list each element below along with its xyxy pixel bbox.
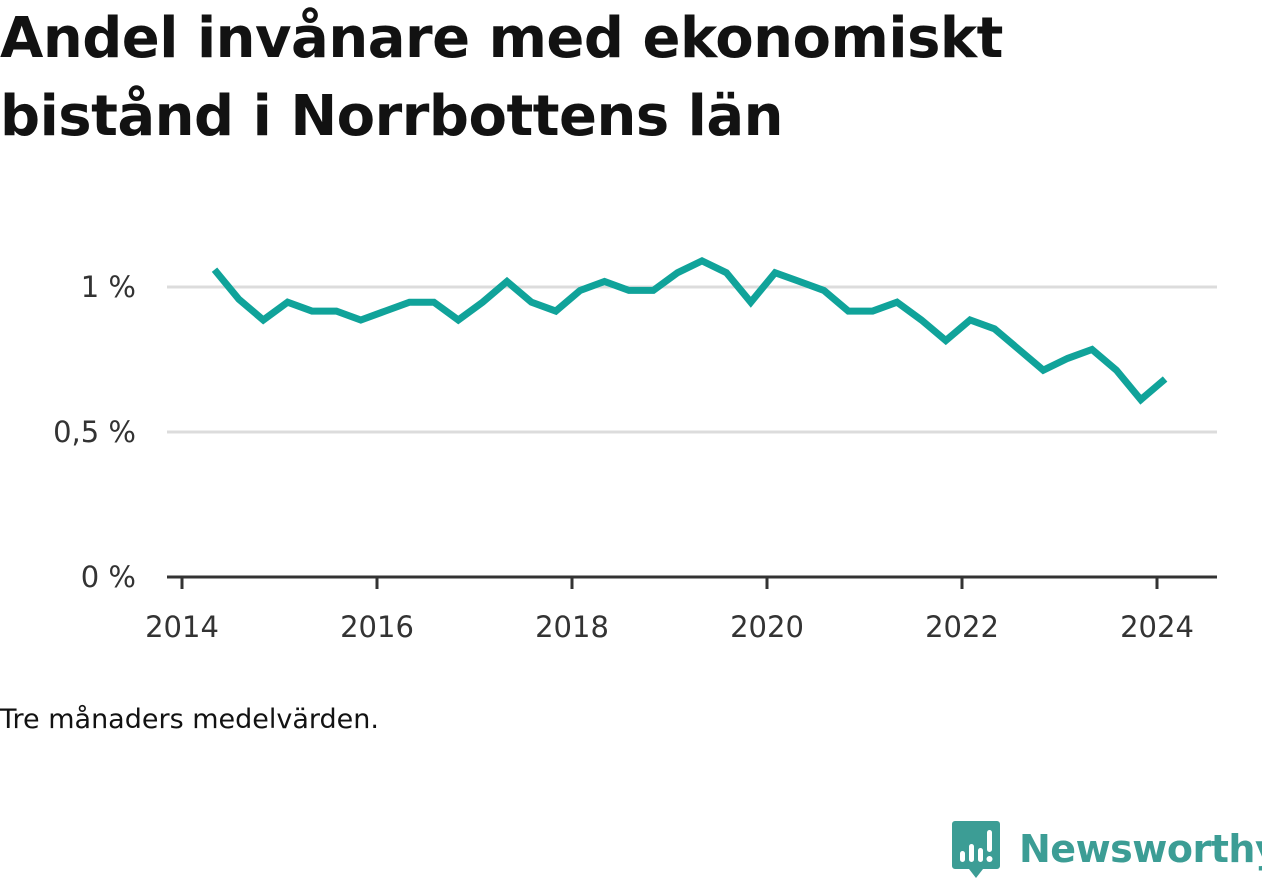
data-point (775, 272, 776, 273)
x-tick-label: 2020 (730, 610, 804, 644)
data-point (482, 302, 483, 303)
data-point (970, 320, 971, 321)
data-point (263, 320, 264, 321)
data-point (726, 272, 727, 273)
data-point (312, 311, 313, 312)
data-point (872, 311, 873, 312)
data-point (945, 340, 946, 341)
chart-note: Tre månaders medelvärden. (0, 704, 379, 735)
data-point (897, 302, 898, 303)
data-point (1067, 358, 1068, 359)
data-point (238, 299, 239, 300)
y-tick-label: 1 % (81, 270, 136, 304)
data-point (531, 302, 532, 303)
data-point (1140, 399, 1141, 400)
data-point (921, 320, 922, 321)
data-point (580, 290, 581, 291)
data-point (409, 302, 410, 303)
data-point (677, 272, 678, 273)
series-line (211, 257, 1168, 405)
data-point (848, 311, 849, 312)
data-point (1116, 370, 1117, 371)
data-point (799, 281, 800, 282)
x-axis-ticks: 2014 2016 2018 2020 2022 2024 (145, 577, 1194, 644)
y-axis-tick-labels: 0 % 0,5 % 1 % (53, 270, 136, 594)
x-tick-label: 2016 (340, 610, 414, 644)
x-tick-label: 2022 (925, 610, 999, 644)
data-point (1018, 349, 1019, 350)
data-point (1043, 370, 1044, 371)
data-point (994, 328, 995, 329)
data-point (653, 290, 654, 291)
data-point (555, 311, 556, 312)
x-tick-label: 2024 (1120, 610, 1194, 644)
series-layer (211, 257, 1168, 405)
data-point (433, 302, 434, 303)
data-point (604, 281, 605, 282)
data-point (823, 290, 824, 291)
data-point (1092, 349, 1093, 350)
brand-logo: Newsworthy (951, 818, 1262, 880)
data-point (287, 302, 288, 303)
data-point (1165, 379, 1166, 380)
data-point (458, 320, 459, 321)
data-point (702, 260, 703, 261)
newsworthy-chart-bubble-icon (952, 821, 1000, 878)
y-tick-label: 0 % (81, 560, 136, 594)
data-point (214, 269, 215, 270)
data-point (336, 311, 337, 312)
brand-name: Newsworthy (1019, 827, 1262, 871)
x-tick-label: 2018 (535, 610, 609, 644)
line-chart: 0 % 0,5 % 1 % 2014 2016 2018 2020 2022 2024 (53, 257, 1217, 644)
chart-title: Andel invånare med ekonomiskt bistånd i … (0, 6, 1003, 149)
data-point (750, 302, 751, 303)
gridlines (167, 285, 1217, 434)
data-point (360, 320, 361, 321)
data-point (507, 281, 508, 282)
data-point (385, 311, 386, 312)
x-tick-label: 2014 (145, 610, 219, 644)
y-tick-label: 0,5 % (53, 415, 136, 449)
data-point (628, 290, 629, 291)
